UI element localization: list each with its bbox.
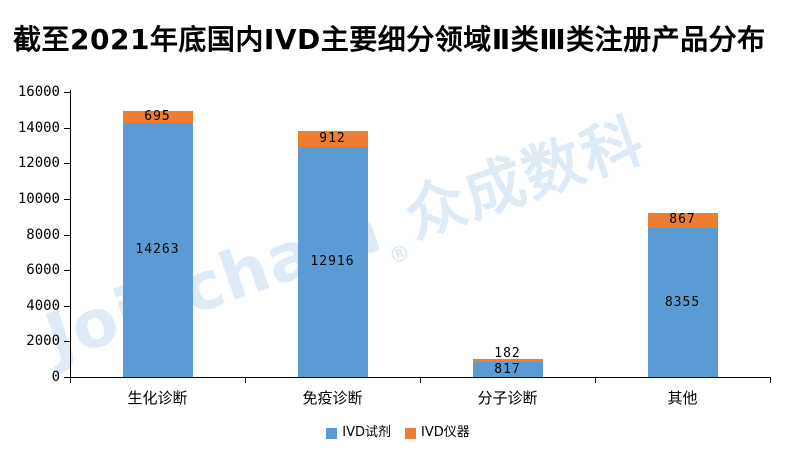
y-axis-tick-label: 10000 bbox=[17, 190, 60, 207]
bar-value-label-reagent: 12916 bbox=[310, 253, 355, 269]
bar-segment-ivd-reagent bbox=[472, 362, 543, 377]
bar-value-label-reagent: 14263 bbox=[135, 241, 180, 257]
category-label: 分子诊断 bbox=[477, 389, 538, 407]
y-axis-tick bbox=[64, 163, 70, 165]
legend-item: IVD仪器 bbox=[405, 426, 470, 440]
y-axis-tick bbox=[64, 92, 70, 93]
legend-swatch-icon bbox=[405, 427, 416, 439]
y-axis-tick bbox=[64, 270, 70, 272]
y-axis-tick bbox=[64, 198, 70, 200]
y-axis-tick-label: 0 bbox=[51, 369, 60, 385]
y-axis-tick bbox=[64, 234, 70, 236]
y-axis-tick bbox=[64, 127, 70, 129]
bar-segment-ivd-instrument bbox=[122, 110, 193, 123]
legend-label: IVD试剂 bbox=[342, 425, 391, 440]
legend-label: IVD仪器 bbox=[421, 425, 470, 440]
legend-swatch-icon bbox=[326, 427, 338, 439]
x-axis-tick bbox=[770, 377, 771, 383]
y-axis-tick-label: 6000 bbox=[26, 262, 60, 279]
y-axis-tick-label: 12000 bbox=[17, 155, 60, 172]
bar-segment-ivd-instrument bbox=[647, 212, 718, 229]
bar-segment-ivd-reagent bbox=[122, 122, 193, 377]
category-label: 免疫诊断 bbox=[302, 389, 363, 407]
bar-value-label-instrument: 912 bbox=[319, 130, 346, 146]
x-axis-tick bbox=[245, 377, 246, 383]
y-axis-tick bbox=[64, 305, 70, 307]
y-axis-tick-label: 16000 bbox=[17, 84, 60, 100]
bar-value-label-instrument: 182 bbox=[494, 346, 521, 362]
bar-value-label-instrument: 867 bbox=[669, 212, 696, 228]
bar-segment-ivd-instrument bbox=[297, 130, 368, 147]
y-axis-tick bbox=[64, 341, 70, 343]
y-axis-tick bbox=[64, 377, 70, 378]
chart-title: 截至2021年底国内IVD主要细分领域Ⅱ类Ⅲ类注册产品分布 bbox=[13, 23, 766, 56]
x-axis-tick bbox=[70, 377, 71, 383]
y-axis-tick-label: 14000 bbox=[17, 119, 60, 136]
y-axis-tick-label: 8000 bbox=[26, 226, 60, 243]
category-label: 生化诊断 bbox=[127, 389, 188, 407]
category-label: 其他 bbox=[667, 389, 698, 407]
legend: IVD试剂 IVD仪器 bbox=[0, 426, 796, 440]
y-axis-tick-label: 4000 bbox=[26, 297, 60, 314]
bar-segment-ivd-instrument bbox=[472, 359, 543, 363]
x-axis-tick bbox=[595, 377, 596, 383]
bar-segment-ivd-reagent bbox=[647, 228, 718, 377]
y-axis-tick-label: 2000 bbox=[26, 333, 60, 350]
y-axis-line bbox=[70, 90, 71, 378]
bar-value-label-reagent: 817 bbox=[494, 361, 521, 377]
legend-item: IVD试剂 bbox=[326, 426, 391, 440]
bar-value-label-reagent: 8355 bbox=[664, 294, 701, 310]
bar-segment-ivd-reagent bbox=[297, 146, 368, 377]
bar-value-label-instrument: 695 bbox=[144, 108, 171, 124]
x-axis-tick bbox=[420, 377, 421, 383]
